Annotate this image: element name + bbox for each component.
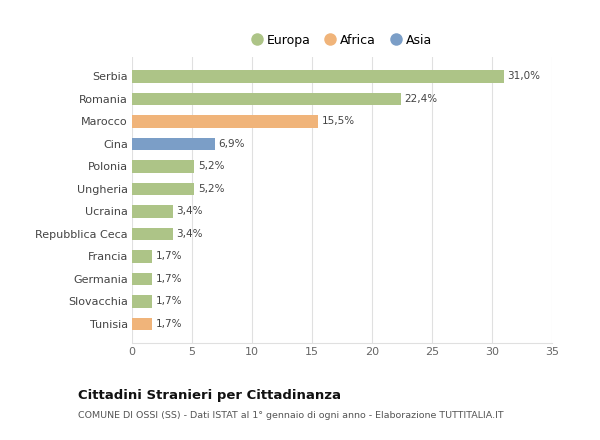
Text: COMUNE DI OSSI (SS) - Dati ISTAT al 1° gennaio di ogni anno - Elaborazione TUTTI: COMUNE DI OSSI (SS) - Dati ISTAT al 1° g… <box>78 411 503 420</box>
Bar <box>132 273 152 285</box>
Bar <box>132 183 194 195</box>
Text: 1,7%: 1,7% <box>156 319 182 329</box>
Bar <box>132 93 401 105</box>
Legend: Europa, Africa, Asia: Europa, Africa, Asia <box>247 29 437 52</box>
Text: 1,7%: 1,7% <box>156 297 182 307</box>
Bar <box>132 228 173 240</box>
Text: 5,2%: 5,2% <box>198 161 224 172</box>
Text: 3,4%: 3,4% <box>176 206 203 216</box>
Bar <box>132 160 194 172</box>
Text: 22,4%: 22,4% <box>404 94 437 104</box>
Bar <box>132 205 173 218</box>
Text: 31,0%: 31,0% <box>508 71 541 81</box>
Text: 1,7%: 1,7% <box>156 274 182 284</box>
Bar <box>132 250 152 263</box>
Text: 5,2%: 5,2% <box>198 184 224 194</box>
Text: 6,9%: 6,9% <box>218 139 245 149</box>
Bar <box>132 70 504 83</box>
Bar <box>132 138 215 150</box>
Text: 3,4%: 3,4% <box>176 229 203 239</box>
Text: 1,7%: 1,7% <box>156 252 182 261</box>
Text: Cittadini Stranieri per Cittadinanza: Cittadini Stranieri per Cittadinanza <box>78 389 341 403</box>
Text: 15,5%: 15,5% <box>322 117 355 126</box>
Bar <box>132 295 152 308</box>
Bar <box>132 115 318 128</box>
Bar <box>132 318 152 330</box>
